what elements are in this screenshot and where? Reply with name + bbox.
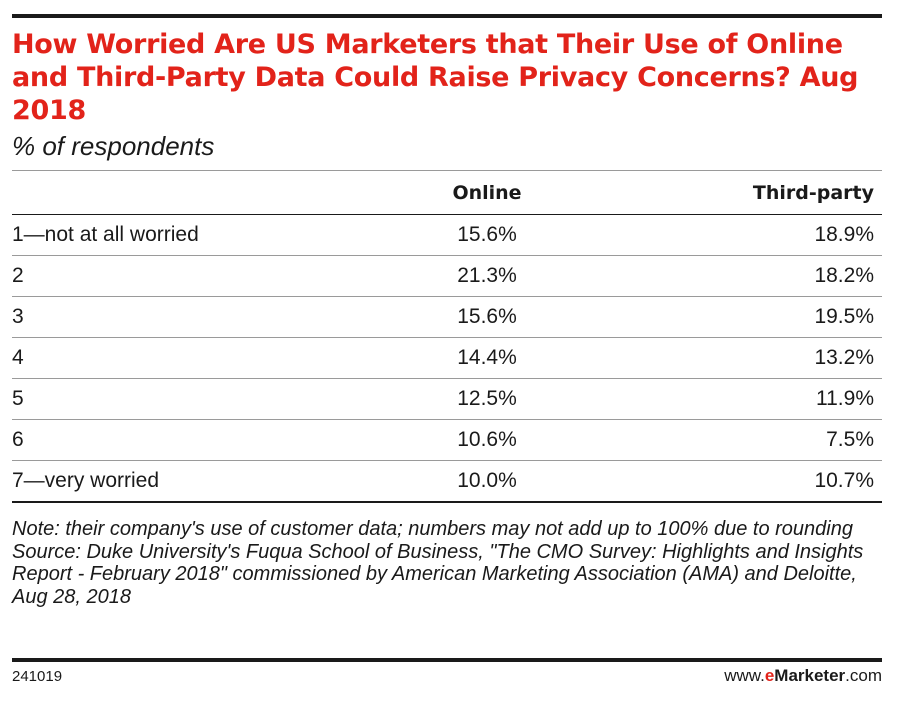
- table-row: 4 14.4% 13.2%: [12, 337, 882, 379]
- row-label: 7—very worried: [12, 460, 412, 503]
- third-party-value: 13.2%: [562, 337, 882, 379]
- table-body: 1—not at all worried 15.6% 18.9% 2 21.3%…: [12, 214, 882, 503]
- row-label: 4: [12, 337, 412, 379]
- table-row: 1—not at all worried 15.6% 18.9%: [12, 214, 882, 256]
- brand-suffix: .com: [845, 666, 882, 685]
- note-text: Note: their company's use of customer da…: [12, 518, 853, 540]
- third-party-value: 18.9%: [562, 214, 882, 256]
- online-value: 10.0%: [412, 460, 562, 503]
- notes-block: Note: their company's use of customer da…: [12, 518, 884, 608]
- table-row: 6 10.6% 7.5%: [12, 419, 882, 461]
- header-online: Online: [412, 170, 562, 215]
- online-value: 12.5%: [412, 378, 562, 420]
- table-row: 7—very worried 10.0% 10.7%: [12, 460, 882, 503]
- chart-id: 241019: [12, 668, 63, 685]
- row-label: 5: [12, 378, 412, 420]
- row-label: 2: [12, 255, 412, 297]
- header-label: [12, 170, 412, 215]
- third-party-value: 11.9%: [562, 378, 882, 420]
- third-party-value: 18.2%: [562, 255, 882, 297]
- chart-subtitle: % of respondents: [12, 131, 215, 161]
- row-label: 3: [12, 296, 412, 338]
- online-value: 15.6%: [412, 214, 562, 256]
- online-value: 10.6%: [412, 419, 562, 461]
- header-row: Online Third-party: [12, 170, 882, 215]
- third-party-value: 7.5%: [562, 419, 882, 461]
- online-value: 21.3%: [412, 255, 562, 297]
- table-row: 3 15.6% 19.5%: [12, 296, 882, 338]
- third-party-value: 10.7%: [562, 460, 882, 503]
- row-label: 6: [12, 419, 412, 461]
- brand-prefix: www.: [724, 666, 765, 685]
- brand-name: Marketer: [774, 666, 846, 685]
- online-value: 14.4%: [412, 337, 562, 379]
- table-row: 2 21.3% 18.2%: [12, 255, 882, 297]
- source-text: Source: Duke University's Fuqua School o…: [12, 540, 864, 608]
- chart-title: How Worried Are US Marketers that Their …: [12, 29, 859, 126]
- online-value: 15.6%: [412, 296, 562, 338]
- row-label: 1—not at all worried: [12, 214, 412, 256]
- emarketer-logo: www.eMarketer.com: [724, 666, 882, 686]
- third-party-value: 19.5%: [562, 296, 882, 338]
- table-row: 5 12.5% 11.9%: [12, 378, 882, 420]
- brand-e: e: [764, 666, 775, 685]
- top-rule: [12, 14, 882, 18]
- header-third-party: Third-party: [562, 170, 882, 215]
- data-table: Online Third-party 1—not at all worried …: [12, 170, 882, 503]
- bottom-rule: [12, 658, 882, 662]
